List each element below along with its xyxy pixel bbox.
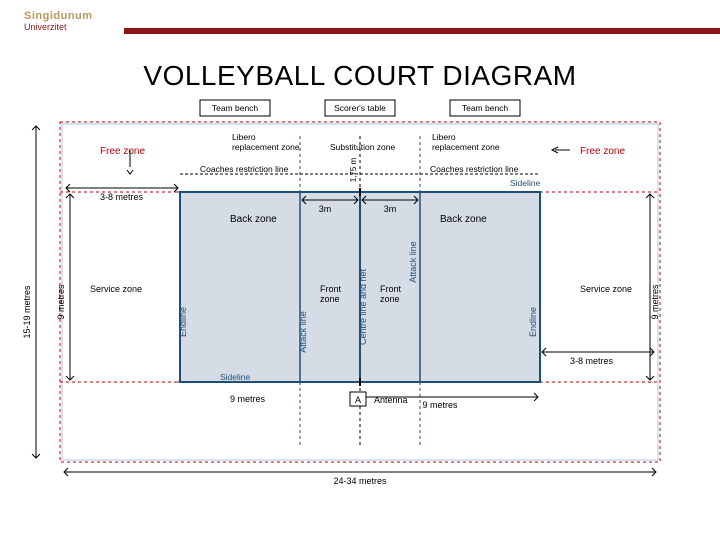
header: Singidunum Univerzitet: [0, 0, 720, 56]
svg-text:replacement zone: replacement zone: [232, 142, 300, 152]
svg-text:Back zone: Back zone: [230, 214, 277, 225]
svg-text:Substitution zone: Substitution zone: [330, 142, 395, 152]
svg-text:Attack line: Attack line: [408, 241, 418, 283]
svg-text:Service zone: Service zone: [580, 284, 632, 294]
svg-text:9 metres: 9 metres: [422, 400, 458, 410]
svg-text:Back zone: Back zone: [440, 214, 487, 225]
svg-text:Libero: Libero: [432, 132, 456, 142]
page-title: VOLLEYBALL COURT DIAGRAM: [0, 60, 720, 92]
court-diagram: Team bench Scorer's table Team bench Free z…: [0, 92, 720, 512]
svg-text:3-8 metres: 3-8 metres: [570, 356, 614, 366]
svg-text:zone: zone: [320, 294, 340, 304]
svg-text:Free zone: Free zone: [100, 146, 145, 157]
svg-text:Scorer's table: Scorer's table: [334, 103, 386, 113]
svg-text:Libero: Libero: [232, 132, 256, 142]
svg-text:1,75 m: 1,75 m: [349, 157, 358, 182]
svg-text:Service zone: Service zone: [90, 284, 142, 294]
svg-text:9 metres: 9 metres: [650, 284, 660, 320]
header-rule: [124, 28, 720, 34]
logo: Singidunum Univerzitet: [24, 10, 93, 32]
svg-text:24-34 metres: 24-34 metres: [333, 476, 387, 486]
svg-text:replacement zone: replacement zone: [432, 142, 500, 152]
svg-text:A: A: [355, 395, 361, 405]
svg-text:Front: Front: [380, 284, 402, 294]
svg-text:Endline: Endline: [178, 307, 188, 337]
svg-text:Free zone: Free zone: [580, 146, 625, 157]
svg-text:Antenna: Antenna: [374, 395, 408, 405]
svg-text:3-8 metres: 3-8 metres: [100, 192, 144, 202]
svg-text:Centre line and net: Centre line and net: [358, 268, 368, 345]
svg-text:Coaches restriction line: Coaches restriction line: [200, 164, 289, 174]
svg-text:Team bench: Team bench: [212, 103, 259, 113]
svg-text:3m: 3m: [319, 204, 332, 214]
svg-text:Endline: Endline: [528, 307, 538, 337]
svg-text:Coaches restriction line: Coaches restriction line: [430, 164, 519, 174]
svg-text:9 metres: 9 metres: [230, 394, 266, 404]
svg-text:Sideline: Sideline: [510, 178, 541, 188]
logo-text-1: Singidunum: [24, 10, 93, 22]
svg-text:Sideline: Sideline: [220, 372, 251, 382]
svg-text:15-19 metres: 15-19 metres: [22, 285, 32, 339]
svg-text:9 metres: 9 metres: [56, 284, 66, 320]
svg-text:zone: zone: [380, 294, 400, 304]
svg-text:3m: 3m: [384, 204, 397, 214]
svg-text:Attack line: Attack line: [298, 311, 308, 353]
svg-text:Team bench: Team bench: [462, 103, 509, 113]
logo-text-2: Univerzitet: [24, 22, 93, 32]
svg-text:Front: Front: [320, 284, 342, 294]
